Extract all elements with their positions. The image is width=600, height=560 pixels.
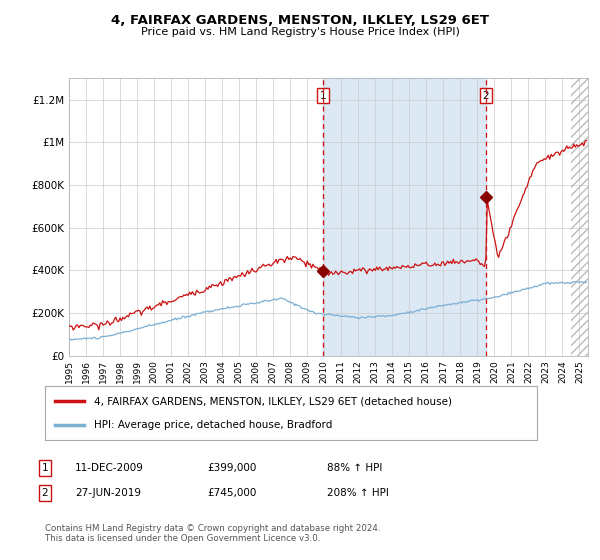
Text: 2: 2 <box>482 91 489 101</box>
Text: 1: 1 <box>320 91 326 101</box>
Text: Price paid vs. HM Land Registry's House Price Index (HPI): Price paid vs. HM Land Registry's House … <box>140 27 460 37</box>
Text: £399,000: £399,000 <box>207 463 256 473</box>
Text: 208% ↑ HPI: 208% ↑ HPI <box>327 488 389 498</box>
Bar <box>571 78 600 356</box>
Text: HPI: Average price, detached house, Bradford: HPI: Average price, detached house, Brad… <box>94 419 332 430</box>
Text: 11-DEC-2009: 11-DEC-2009 <box>75 463 144 473</box>
Bar <box>571 78 600 356</box>
Text: Contains HM Land Registry data © Crown copyright and database right 2024.
This d: Contains HM Land Registry data © Crown c… <box>45 524 380 543</box>
Text: 1: 1 <box>41 463 49 473</box>
Text: 4, FAIRFAX GARDENS, MENSTON, ILKLEY, LS29 6ET: 4, FAIRFAX GARDENS, MENSTON, ILKLEY, LS2… <box>111 14 489 27</box>
Text: 27-JUN-2019: 27-JUN-2019 <box>75 488 141 498</box>
Text: 4, FAIRFAX GARDENS, MENSTON, ILKLEY, LS29 6ET (detached house): 4, FAIRFAX GARDENS, MENSTON, ILKLEY, LS2… <box>94 396 452 407</box>
Text: 2: 2 <box>41 488 49 498</box>
Bar <box>323 78 486 356</box>
Text: 88% ↑ HPI: 88% ↑ HPI <box>327 463 382 473</box>
Text: £745,000: £745,000 <box>207 488 256 498</box>
